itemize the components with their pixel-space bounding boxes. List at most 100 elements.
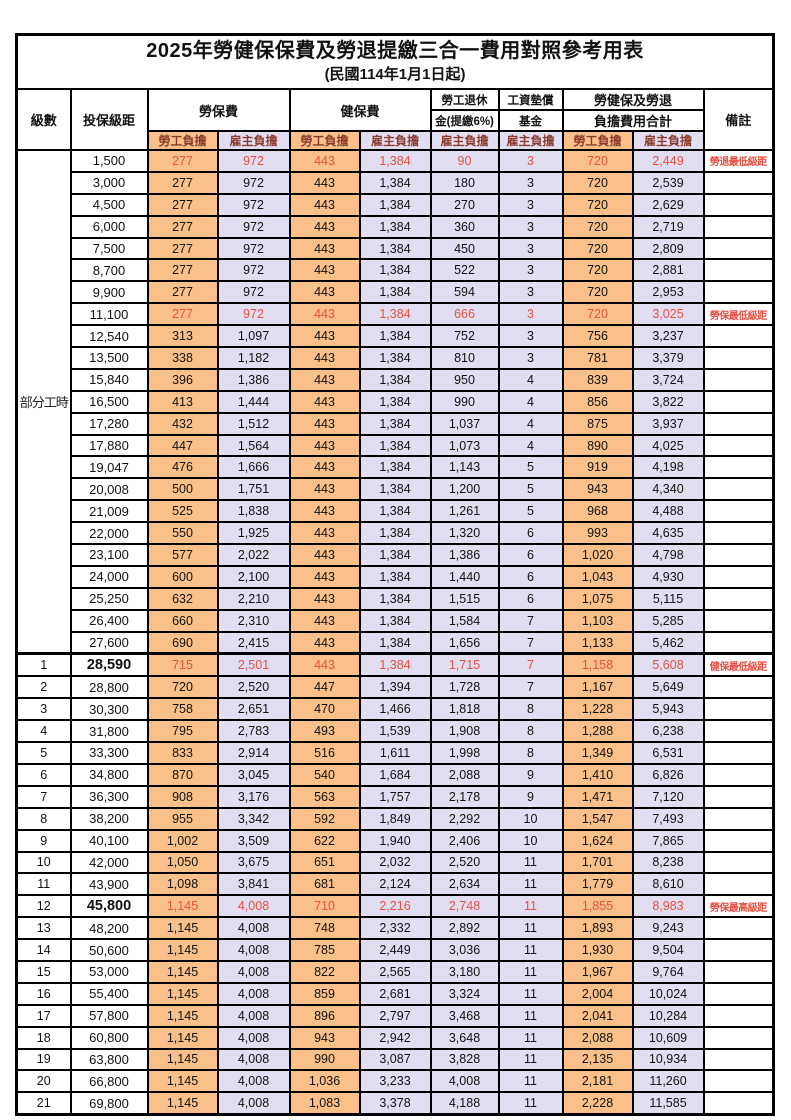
table-row: 14 50,600 1,145 4,008 785 2,449 3,036 11 1,930 9,…: [15, 938, 775, 962]
bracket-cell: 12,540: [69, 324, 149, 349]
level-cell: 16: [15, 981, 72, 1006]
hi-emp-cell: 1,083: [288, 1091, 361, 1116]
hi-er-cell: 1,940: [358, 828, 432, 853]
li-er-cell: 1,097: [216, 324, 291, 349]
hi-emp-cell: 443: [288, 302, 361, 327]
fund-cell: 11: [497, 938, 564, 962]
fund-cell: 3: [497, 214, 564, 239]
header-row-2: 金(提繳6%) 基金 負擔費用合計: [17, 109, 774, 132]
tot-emp-cell: 1,288: [561, 719, 634, 744]
fund-cell: 8: [497, 697, 564, 722]
tot-emp-cell: 720: [561, 149, 634, 173]
li-er-cell: 2,310: [216, 608, 291, 633]
remark-cell: [702, 280, 775, 305]
fund-cell: 3: [497, 149, 564, 173]
li-emp-cell: 447: [146, 433, 219, 458]
tot-er-cell: 3,822: [631, 389, 705, 414]
fund-cell: 11: [497, 1047, 564, 1072]
li-emp-cell: 338: [146, 346, 219, 370]
tot-er-cell: 5,649: [631, 675, 705, 700]
remark-cell: [702, 630, 775, 656]
tot-er-cell: 8,238: [631, 850, 705, 875]
table-row: 16 55,400 1,145 4,008 859 2,681 3,324 11 2,004 10…: [15, 981, 775, 1006]
li-er-cell: 2,501: [216, 652, 291, 678]
table-row: 13 48,200 1,145 4,008 748 2,332 2,892 11 1,893 9,…: [15, 916, 775, 941]
li-er-cell: 4,008: [216, 1003, 291, 1028]
remark-cell: [702, 214, 775, 239]
bracket-cell: 34,800: [69, 762, 149, 787]
li-emp-cell: 577: [146, 543, 219, 567]
hi-emp-cell: 443: [288, 477, 361, 502]
li-emp-cell: 600: [146, 564, 219, 589]
bracket-cell: 15,840: [69, 367, 149, 392]
bracket-cell: 63,800: [69, 1047, 149, 1072]
pension-cell: 1,200: [429, 477, 500, 502]
level-cell: 3: [15, 697, 72, 722]
tot-er-cell: 3,237: [631, 324, 705, 349]
li-er-cell: 972: [216, 302, 291, 327]
li-er-cell: 2,100: [216, 564, 291, 589]
li-er-cell: 1,925: [216, 521, 291, 546]
bracket-cell: 17,280: [69, 411, 149, 436]
li-er-cell: 3,176: [216, 784, 291, 809]
li-er-cell: 972: [216, 170, 291, 195]
bracket-cell: 27,600: [69, 630, 149, 656]
pension-cell: 4,008: [429, 1069, 500, 1094]
hi-er-cell: 2,332: [358, 916, 432, 941]
fund-cell: 11: [497, 1003, 564, 1028]
li-er-cell: 2,022: [216, 543, 291, 567]
table-row: 4 31,800 795 2,783 493 1,539 1,908 8 1,288 6,238: [15, 719, 775, 744]
fund-cell: 6: [497, 586, 564, 611]
remark-cell: [702, 608, 775, 633]
table-row: 7,500 277 972 443 1,384 450 3 720 2,809: [17, 236, 775, 261]
remark-cell: [702, 828, 775, 853]
tot-emp-cell: 1,701: [561, 850, 634, 875]
li-emp-cell: 1,002: [146, 828, 219, 853]
tot-emp-cell: 1,624: [561, 828, 634, 853]
li-er-cell: 3,045: [216, 762, 291, 787]
hi-emp-cell: 443: [288, 652, 361, 678]
li-er-cell: 972: [216, 214, 291, 239]
fund-cell: 5: [497, 499, 564, 524]
hi-er-cell: 2,032: [358, 850, 432, 875]
fund-cell: 6: [497, 543, 564, 567]
tot-er-cell: 3,379: [631, 346, 705, 370]
pension-cell: 2,178: [429, 784, 500, 809]
hi-emp-cell: 443: [288, 521, 361, 546]
bracket-cell: 66,800: [69, 1069, 149, 1094]
hi-emp-cell: 540: [288, 762, 361, 787]
hi-er-cell: 1,384: [358, 455, 432, 480]
hi-emp-cell: 443: [288, 499, 361, 524]
bracket-cell: 28,800: [69, 675, 149, 700]
table-row: 6 34,800 870 3,045 540 1,684 2,088 9 1,410 6,826: [15, 762, 775, 787]
fund-cell: 3: [497, 302, 564, 327]
li-er-cell: 1,564: [216, 433, 291, 458]
li-emp-cell: 396: [146, 367, 219, 392]
tot-er-cell: 5,115: [631, 586, 705, 611]
hi-er-cell: 1,611: [358, 741, 432, 765]
fund-cell: 11: [497, 916, 564, 941]
pension-cell: 1,998: [429, 741, 500, 765]
li-er-cell: 4,008: [216, 1025, 291, 1050]
level-cell: 17: [15, 1003, 72, 1028]
hi-emp-cell: 822: [288, 959, 361, 984]
hi-er-cell: 1,384: [358, 236, 432, 261]
bracket-cell: 7,500: [69, 236, 149, 261]
table-body: 部分工時 1,500 277 972 443 1,384 90 3 720 2,449 勞退最低級距…: [15, 149, 775, 1116]
bracket-cell: 4,500: [69, 192, 149, 217]
li-er-cell: 972: [216, 192, 291, 217]
remark-cell: [702, 346, 775, 370]
table-row: 16,500 413 1,444 443 1,384 990 4 856 3,822: [17, 389, 775, 414]
hi-emp-cell: 470: [288, 697, 361, 722]
hi-emp-cell: 443: [288, 258, 361, 283]
li-er-cell: 1,838: [216, 499, 291, 524]
li-emp-cell: 720: [146, 675, 219, 700]
remark-cell: [702, 192, 775, 217]
remark-cell: 健保最低級距: [702, 652, 775, 678]
li-emp-cell: 1,145: [146, 981, 219, 1006]
hi-er-cell: 1,384: [358, 214, 432, 239]
tot-er-cell: 2,719: [631, 214, 705, 239]
hi-emp-cell: 622: [288, 828, 361, 853]
li-emp-cell: 1,145: [146, 959, 219, 984]
li-er-cell: 4,008: [216, 894, 291, 919]
